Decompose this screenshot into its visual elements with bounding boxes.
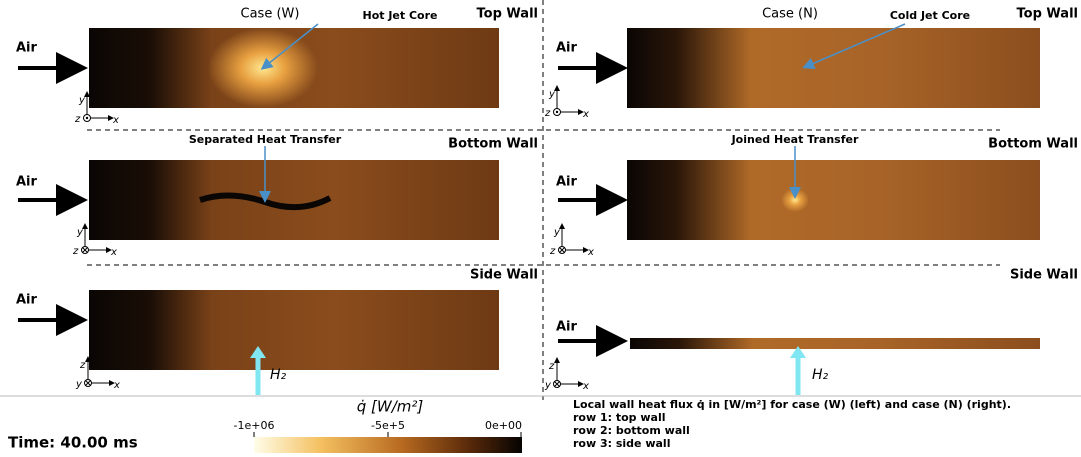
axis-label: z [548, 361, 555, 372]
inlet-label: Air [16, 293, 38, 308]
wall-title: Top Wall [477, 7, 538, 22]
axis-label: y [544, 380, 552, 391]
annotation: Joined Heat Transfer [731, 133, 859, 146]
axis-label: z [549, 246, 556, 257]
colorbar-label: q̇ [W/m²] [357, 398, 424, 416]
axis-label: z [544, 108, 551, 119]
case-title: Case (W) [241, 7, 300, 22]
caption-row: row 2: bottom wall [573, 424, 690, 437]
heat-flux-map [627, 160, 1040, 240]
axis-label: z [79, 360, 86, 371]
injection-label: H₂ [270, 367, 287, 383]
axis-label: y [75, 379, 83, 390]
colorbar-tick: 0e+00 [485, 419, 522, 432]
wall-title: Side Wall [1010, 268, 1078, 283]
heat-flux-map [89, 290, 499, 370]
inlet-label: Air [556, 320, 578, 335]
axis-label: x [113, 380, 120, 391]
injection-label: H₂ [812, 367, 829, 383]
inlet-label: Air [556, 175, 578, 190]
axis-label: y [76, 227, 84, 238]
colorbar-ticks [254, 432, 521, 437]
colorbar-tick: -5e+5 [371, 419, 405, 432]
wall-title: Bottom Wall [988, 137, 1078, 152]
heat-flux-map [630, 338, 1040, 349]
inlet-label: Air [556, 41, 578, 56]
caption-title: Local wall heat flux q̇ in [W/m²] for ca… [573, 398, 1011, 411]
colorbar [254, 437, 522, 453]
axis-label: y [548, 89, 556, 100]
axis-label: y [553, 227, 561, 238]
colorbar-tick: -1e+06 [234, 419, 275, 432]
axis-label: x [110, 247, 117, 258]
caption-row: row 3: side wall [573, 437, 670, 450]
heat-flux-map [89, 160, 499, 240]
time: Time: 40.00 ms [8, 434, 138, 452]
axis-label: x [582, 109, 589, 120]
caption-row: row 1: top wall [573, 411, 666, 424]
case-title: Case (N) [762, 7, 818, 22]
axis-label: z [74, 114, 81, 125]
axis-label: x [582, 381, 589, 392]
inlet-label: Air [16, 175, 38, 190]
axis-dot [556, 111, 558, 113]
wall-title: Top Wall [1017, 7, 1078, 22]
axis-label: z [72, 246, 79, 257]
wall-title: Side Wall [470, 268, 538, 283]
heat-flux-map [627, 28, 1040, 108]
wall-title: Bottom Wall [448, 137, 538, 152]
annotation: Hot Jet Core [362, 9, 437, 22]
inlet-label: Air [16, 41, 38, 56]
axis-label: y [78, 95, 86, 106]
figure: q̇ [W/m²] -1e+06 -5e+5 0e+00 Time: 40.00… [0, 0, 1081, 457]
axis-dot [86, 117, 88, 119]
axis-label: x [587, 247, 594, 258]
annotation: Cold Jet Core [890, 9, 970, 22]
axis-label: x [112, 115, 119, 126]
annotation: Separated Heat Transfer [189, 133, 342, 146]
